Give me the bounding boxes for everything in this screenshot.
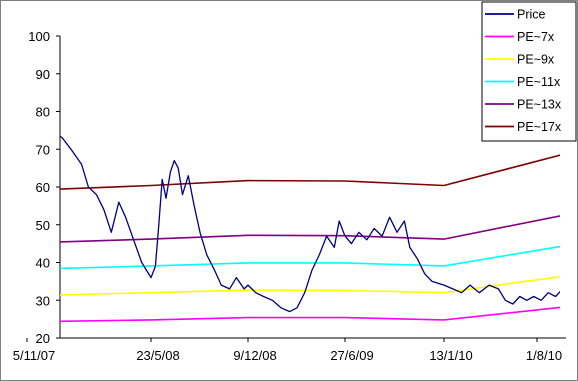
y-tick-label: 100	[28, 29, 50, 44]
y-tick-label: 70	[36, 142, 50, 157]
x-tick-label: 23/5/08	[136, 348, 179, 363]
series-line-pe-9x	[60, 275, 560, 296]
x-tick-label: 9/12/08	[233, 348, 276, 363]
series-line-pe-17x	[60, 154, 560, 190]
y-tick-label: 80	[36, 105, 50, 120]
legend-label: PE~17x	[517, 120, 562, 134]
x-tick-label: 1/8/10	[526, 348, 562, 363]
x-tick-label: 5/11/07	[13, 348, 55, 363]
legend-label: PE~13x	[517, 98, 562, 112]
y-tick-label: 20	[36, 331, 50, 346]
legend-label: PE~9x	[517, 53, 555, 67]
series-line-pe-13x	[60, 215, 560, 243]
legend-label: PE~7x	[517, 30, 555, 44]
series-line-pe-11x	[60, 245, 560, 270]
y-tick-label: 90	[36, 67, 50, 82]
axes: 20 30 40 50 60 70 80 90 100 5/11/07 23/5/08 9/12/08…	[13, 29, 566, 363]
series-layer	[60, 135, 560, 323]
legend-label: PE~11x	[517, 75, 561, 89]
legend-label: Price	[517, 8, 546, 22]
legend-box	[481, 1, 577, 142]
y-tick-label: 60	[36, 180, 50, 195]
series-line-pe-7x	[60, 306, 560, 323]
x-tick-label: 27/6/09	[330, 348, 373, 363]
y-tick-label: 50	[36, 218, 50, 233]
y-tick-label: 30	[36, 293, 50, 308]
series-line-price	[60, 135, 560, 313]
legend: Price PE~7x PE~9x PE~11x PE~13x PE~17x	[481, 1, 577, 142]
x-tick-label: 13/1/10	[429, 348, 472, 363]
y-tick-label: 40	[36, 256, 50, 271]
